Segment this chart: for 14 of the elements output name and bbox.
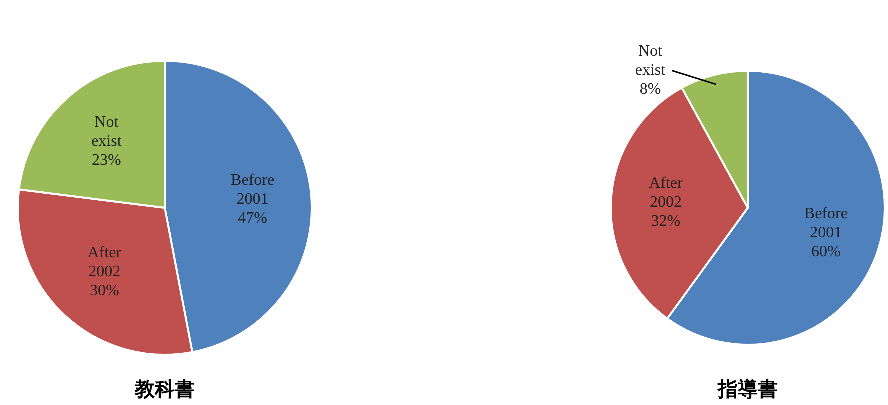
data-label: 47% <box>238 210 268 227</box>
data-label: 23% <box>92 152 122 170</box>
slice-label: Not exist <box>92 114 122 150</box>
slice-label: Before 2001 <box>804 206 848 242</box>
slice-label: Not exist <box>635 43 666 80</box>
text: 指導書 <box>718 376 778 403</box>
data-label: 60% <box>812 244 841 261</box>
data-label: 8% <box>640 81 662 98</box>
data-label: 32% <box>651 213 681 230</box>
data-label: 30% <box>90 282 120 300</box>
slice-label: Before 2001 <box>231 172 275 208</box>
text: 教科書 <box>135 376 195 403</box>
slice-label: After 2002 <box>649 175 684 212</box>
slice-label: After 2002 <box>88 244 122 280</box>
